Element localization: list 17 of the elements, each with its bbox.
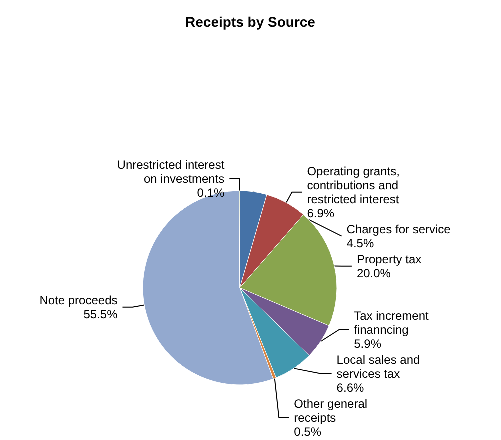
data-label: 55.5% xyxy=(84,307,118,322)
slice-label: Charges for service xyxy=(346,222,452,236)
slice-label: Local sales and services tax xyxy=(336,353,424,381)
slice-label: Other general receipts xyxy=(294,397,371,425)
data-label: 20.0% xyxy=(356,266,392,280)
slice-label: Tax increment finanncing xyxy=(354,309,432,337)
data-label: 0.1% xyxy=(197,186,225,200)
data-label: 6.9% xyxy=(307,206,335,220)
slice-label: Operating grants, contributions and restricted interest xyxy=(307,164,404,206)
data-label: 6.6% xyxy=(336,381,364,395)
slice-label: Note proceeds xyxy=(40,293,118,308)
chart-title: Receipts by Source xyxy=(186,14,316,30)
slice-label: Property tax xyxy=(356,252,422,266)
slice-label: Unrestricted interest on investments xyxy=(117,158,226,186)
data-label: 0.5% xyxy=(294,425,322,439)
data-label: 4.5% xyxy=(346,236,374,250)
data-label: 5.9% xyxy=(354,337,382,351)
